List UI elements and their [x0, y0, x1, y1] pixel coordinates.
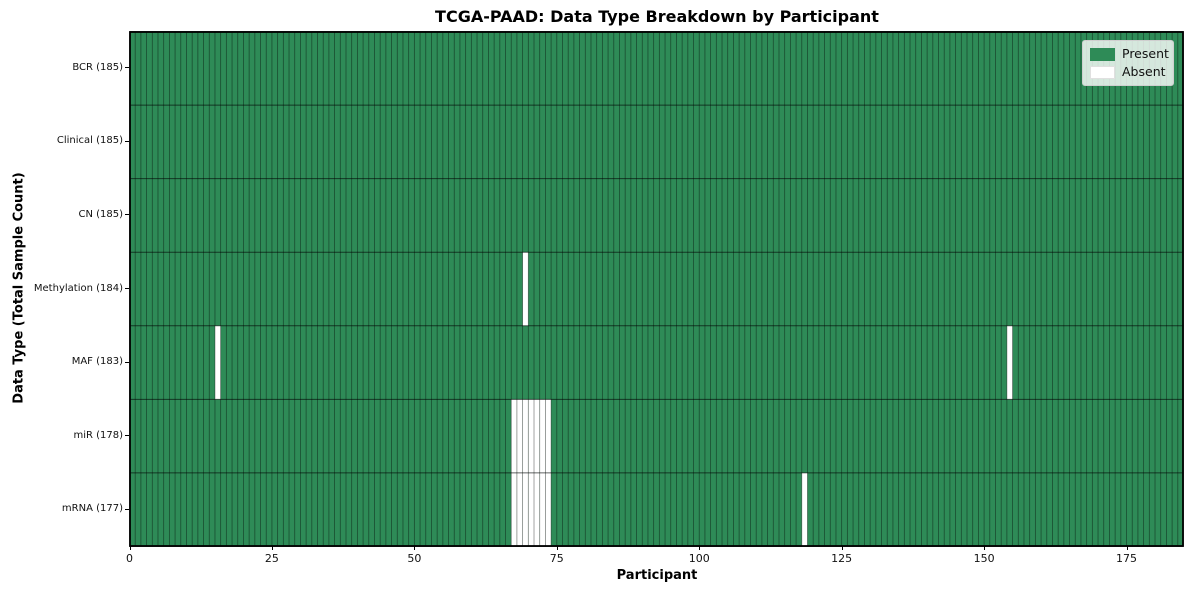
present-cells-background [129, 31, 1184, 547]
y-tick-mark [125, 140, 129, 142]
y-tick-label: CN (185) [78, 208, 123, 220]
legend: Present Absent [1082, 40, 1174, 86]
x-tick-mark [1126, 546, 1128, 550]
x-tick-label: 0 [126, 552, 133, 565]
absent-cell [534, 399, 540, 473]
x-tick-mark [556, 546, 558, 550]
legend-item-absent: Absent [1090, 64, 1166, 79]
y-tick-label: Clinical (185) [56, 135, 123, 147]
absent-cell [522, 472, 529, 547]
absent-cell [539, 472, 546, 547]
y-tick-label: MAF (183) [71, 356, 123, 368]
x-tick-label: 50 [407, 552, 422, 565]
absent-cell [511, 472, 517, 547]
x-tick-mark [271, 546, 273, 550]
x-tick-mark [984, 546, 986, 550]
y-tick-mark [125, 361, 129, 363]
plot-area [129, 31, 1184, 547]
legend-label-absent: Absent [1122, 64, 1166, 79]
absent-cell [545, 472, 552, 547]
absent-cell [539, 399, 546, 473]
legend-label-present: Present [1122, 46, 1169, 61]
y-tick-label: miR (178) [73, 429, 123, 441]
x-tick-label: 125 [831, 552, 853, 565]
absent-cell [1006, 325, 1013, 400]
x-tick-label: 75 [549, 552, 564, 565]
chart-title: TCGA-PAAD: Data Type Breakdown by Partic… [435, 7, 879, 26]
x-tick-label: 150 [973, 552, 995, 565]
x-tick-mark [414, 546, 416, 550]
absent-cell [545, 399, 552, 473]
absent-cell [534, 472, 540, 547]
y-tick-label: mRNA (177) [61, 503, 123, 515]
plot-border [129, 31, 1184, 547]
y-tick-mark [125, 435, 129, 437]
legend-item-present: Present [1090, 47, 1169, 61]
present-swatch-icon [1090, 47, 1115, 61]
absent-cell [528, 472, 535, 547]
x-tick-mark [129, 546, 131, 550]
absent-cell [516, 472, 523, 547]
absent-swatch-icon [1090, 65, 1115, 79]
absent-cell [516, 399, 523, 473]
x-tick-mark [841, 546, 843, 550]
x-tick-label: 25 [264, 552, 279, 565]
presence-matrix [129, 31, 1184, 547]
y-tick-mark [125, 214, 129, 216]
y-tick-mark [125, 67, 129, 69]
y-tick-mark [125, 288, 129, 289]
x-tick-mark [699, 546, 701, 550]
absent-cell [801, 472, 808, 547]
y-tick-mark [125, 508, 129, 510]
absent-cell [511, 399, 517, 473]
x-axis-title: Participant [616, 568, 698, 583]
absent-cell [522, 399, 529, 473]
x-tick-label: 175 [1116, 552, 1138, 565]
y-tick-label: BCR (185) [72, 61, 123, 73]
absent-cell [522, 252, 529, 326]
x-tick-label: 100 [688, 552, 710, 565]
y-tick-label: Methylation (184) [33, 282, 123, 294]
absent-cell [214, 325, 221, 400]
absent-cell [528, 399, 535, 473]
